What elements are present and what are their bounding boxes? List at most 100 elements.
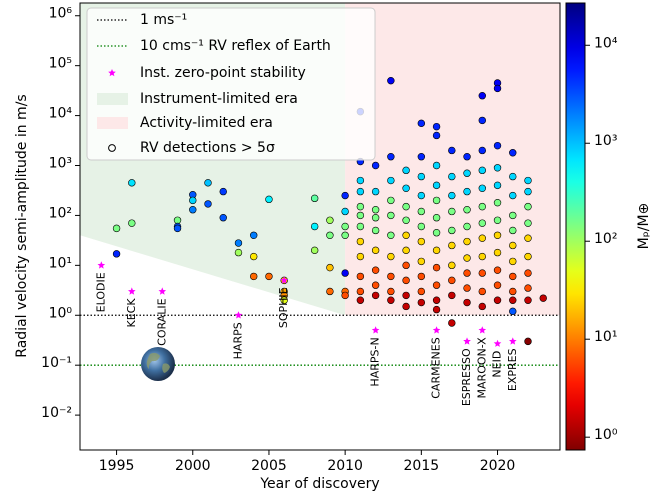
detection-point xyxy=(448,291,456,300)
instrument-label: HARPS xyxy=(231,322,244,359)
detection-point xyxy=(417,207,426,216)
legend-label: RV detections > 5σ xyxy=(140,140,275,156)
detection-point xyxy=(509,257,517,266)
colorbar xyxy=(565,2,586,451)
detection-point xyxy=(417,172,426,181)
detection-point xyxy=(493,181,502,190)
detection-point xyxy=(493,231,502,239)
legend-label: Inst. zero-point stability xyxy=(140,65,306,81)
detection-point xyxy=(402,276,410,285)
detection-point xyxy=(432,122,441,131)
detection-point xyxy=(402,202,410,211)
detection-point xyxy=(402,261,410,270)
detection-point xyxy=(219,187,227,196)
legend-label: Activity-limited era xyxy=(140,115,273,131)
detection-point xyxy=(234,248,243,257)
detection-point xyxy=(371,161,380,170)
detection-point xyxy=(402,231,410,239)
detection-point xyxy=(478,92,486,100)
detection-point xyxy=(463,284,471,292)
y-tick-label: 10⁻² xyxy=(41,405,72,421)
detection-point xyxy=(478,234,486,242)
y-tick-label: 10² xyxy=(49,205,72,221)
detection-point xyxy=(509,211,517,220)
detection-point xyxy=(417,153,426,161)
detection-point xyxy=(356,272,365,281)
instrument-label: ESPRESSO xyxy=(460,348,473,406)
detection-point xyxy=(310,222,319,231)
detection-point xyxy=(280,296,288,304)
detection-point xyxy=(524,202,532,211)
detection-point xyxy=(432,246,441,255)
stability-star xyxy=(280,276,288,284)
detection-point xyxy=(356,187,365,196)
stability-star xyxy=(478,326,487,334)
detection-point xyxy=(463,237,471,246)
detection-point xyxy=(448,207,456,216)
detection-point xyxy=(493,281,502,289)
y-tick-label: 10⁰ xyxy=(49,305,73,321)
detection-point xyxy=(478,116,486,125)
y-tick-label: 10⁶ xyxy=(49,6,73,22)
detection-point xyxy=(326,231,334,239)
detection-point xyxy=(432,263,441,272)
detection-point xyxy=(463,269,471,277)
detection-point xyxy=(356,296,365,304)
detection-point xyxy=(432,296,441,304)
detection-point xyxy=(493,198,502,207)
detection-point xyxy=(402,302,410,311)
y-tick-label: 10³ xyxy=(49,156,72,172)
detection-point xyxy=(478,184,486,192)
y-tick-label: 10⁻¹ xyxy=(41,355,72,371)
detection-point xyxy=(371,281,380,289)
detection-point xyxy=(189,196,197,205)
legend-label: Instrument-limited era xyxy=(140,91,298,107)
detection-point xyxy=(493,266,502,274)
detection-point xyxy=(387,287,395,296)
y-axis-label: Radial velocity semi-amplitude in m/s xyxy=(14,94,30,357)
detection-point xyxy=(478,166,486,175)
detection-point xyxy=(463,206,471,214)
detection-point xyxy=(326,263,334,272)
detection-point xyxy=(478,302,486,311)
detection-point xyxy=(402,184,410,192)
detection-point xyxy=(524,234,532,242)
detection-point xyxy=(371,187,380,196)
detection-point xyxy=(310,246,319,255)
legend-label: 1 ms⁻¹ xyxy=(140,12,187,28)
detection-point xyxy=(250,252,258,261)
detection-point xyxy=(478,287,486,296)
detection-point xyxy=(493,296,502,304)
legend-swatch xyxy=(97,93,128,105)
x-tick-label: 2015 xyxy=(404,458,440,474)
detection-point xyxy=(448,191,456,200)
detection-point xyxy=(371,291,380,300)
detection-point xyxy=(250,231,258,239)
detection-point xyxy=(524,252,532,261)
detection-point xyxy=(371,246,380,255)
detection-point xyxy=(448,241,456,250)
detection-point xyxy=(326,216,334,224)
detection-point xyxy=(509,241,517,250)
detection-point xyxy=(387,76,395,85)
detection-point xyxy=(371,266,380,274)
legend-marker xyxy=(108,144,116,152)
detection-point xyxy=(112,250,121,258)
stability-star xyxy=(97,261,106,269)
detection-point xyxy=(371,214,380,222)
detection-point xyxy=(341,269,349,277)
detection-point xyxy=(524,176,532,185)
colorbar-label: Mₚ/M⊕ xyxy=(636,203,652,250)
detection-point xyxy=(204,200,212,208)
detection-point xyxy=(478,269,486,277)
detection-point xyxy=(128,219,136,227)
detection-point xyxy=(432,305,441,314)
detection-point xyxy=(463,254,471,262)
detection-point xyxy=(432,281,441,289)
detection-point xyxy=(432,131,441,140)
stability-star xyxy=(371,326,380,334)
legend-label: 10 cms⁻¹ RV reflex of Earth xyxy=(140,38,331,54)
legend: 1 ms⁻¹ 10 cms⁻¹ RV reflex of Earth Inst. z… xyxy=(86,7,376,161)
detection-point xyxy=(417,298,426,307)
